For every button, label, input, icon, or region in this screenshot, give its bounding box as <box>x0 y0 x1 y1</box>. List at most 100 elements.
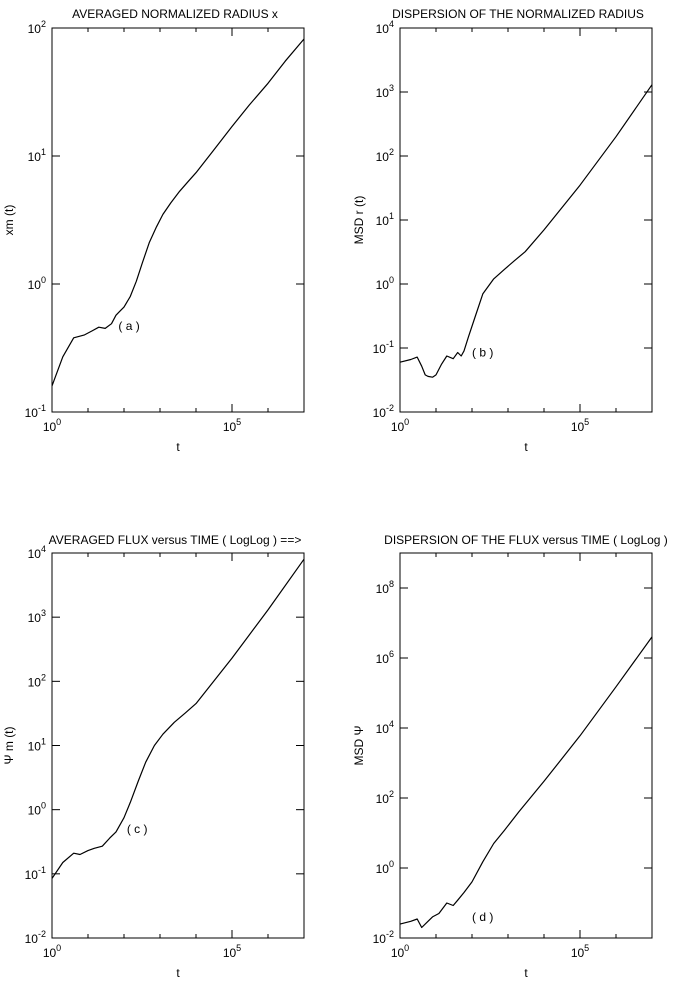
x-tick-exponent: 0 <box>56 417 61 427</box>
tick-base: 10 <box>223 420 237 434</box>
x-tick-exponent: 5 <box>236 943 241 953</box>
tick-base: 10 <box>391 420 405 434</box>
x-tick-label: 100 <box>43 943 61 960</box>
y-tick-exponent: -2 <box>38 929 46 939</box>
y-tick-exponent: -2 <box>386 929 394 939</box>
plot-frame <box>399 27 653 413</box>
y-tick-label: 106 <box>376 649 394 666</box>
tick-base: 10 <box>25 406 39 420</box>
tick-base: 10 <box>28 611 42 625</box>
chart-panel-2: DISPERSION OF THE NORMALIZED RADIUS t MSD … <box>352 7 653 454</box>
y-tick-label: 10-2 <box>25 929 46 946</box>
chart-panel-3: AVERAGED FLUX versus TIME ( LogLog ) ==>… <box>2 533 305 980</box>
x-axis-label: t <box>524 440 528 454</box>
chart-panel-4: DISPERSION OF THE FLUX versus TIME ( Log… <box>352 533 668 980</box>
y-tick-exponent: 3 <box>389 83 394 93</box>
y-tick-label: 10-1 <box>25 865 46 882</box>
y-tick-label: 103 <box>376 83 394 100</box>
x-axis-label: t <box>176 966 180 980</box>
y-tick-label: 102 <box>28 19 46 36</box>
tick-base: 10 <box>28 675 42 689</box>
y-tick-exponent: 4 <box>41 544 46 554</box>
y-tick-label: 104 <box>28 544 46 561</box>
x-tick-label: 105 <box>571 417 589 434</box>
x-tick-label: 105 <box>223 417 241 434</box>
y-axis-label: MSD Ψ <box>352 725 366 765</box>
x-tick-exponent: 5 <box>584 417 589 427</box>
y-axis-label: xm (t) <box>2 205 16 236</box>
x-tick-label: 105 <box>571 943 589 960</box>
y-tick-label: 100 <box>376 275 394 292</box>
x-axis-label: t <box>524 966 528 980</box>
x-tick-exponent: 0 <box>404 417 409 427</box>
series-line-1 <box>399 636 653 929</box>
y-tick-exponent: 0 <box>389 275 394 285</box>
tick-base: 10 <box>376 792 390 806</box>
y-tick-label: 102 <box>376 789 394 806</box>
y-tick-exponent: -1 <box>38 865 46 875</box>
series-line-1 <box>51 558 305 879</box>
y-tick-label: 10-1 <box>373 339 394 356</box>
y-tick-exponent: 4 <box>389 19 394 29</box>
x-tick-exponent: 5 <box>584 943 589 953</box>
y-axis-label: MSD r (t) <box>352 196 366 245</box>
y-tick-exponent: 2 <box>389 789 394 799</box>
y-tick-label: 101 <box>28 737 46 754</box>
tick-base: 10 <box>223 946 237 960</box>
y-tick-exponent: 3 <box>41 608 46 618</box>
tick-base: 10 <box>28 278 42 292</box>
y-tick-label: 10-2 <box>373 403 394 420</box>
tick-base: 10 <box>376 722 390 736</box>
tick-base: 10 <box>391 946 405 960</box>
tick-base: 10 <box>571 946 585 960</box>
chart-title: DISPERSION OF THE NORMALIZED RADIUS <box>392 7 644 21</box>
x-tick-label: 100 <box>391 943 409 960</box>
y-tick-label: 102 <box>28 672 46 689</box>
x-axis-label: t <box>176 440 180 454</box>
series-line-1 <box>51 38 305 387</box>
tick-base: 10 <box>373 932 387 946</box>
panel-annotation: ( d ) <box>472 910 493 924</box>
plot-frame <box>399 552 653 939</box>
y-tick-exponent: -1 <box>386 339 394 349</box>
y-tick-exponent: 0 <box>41 275 46 285</box>
chart-title: AVERAGED FLUX versus TIME ( LogLog ) ==> <box>49 533 302 547</box>
tick-base: 10 <box>28 22 42 36</box>
panel-annotation: ( b ) <box>472 346 493 360</box>
tick-base: 10 <box>376 278 390 292</box>
y-tick-exponent: 1 <box>389 211 394 221</box>
x-tick-label: 100 <box>391 417 409 434</box>
x-tick-exponent: 0 <box>404 943 409 953</box>
y-tick-label: 10-1 <box>25 403 46 420</box>
plot-frame <box>51 552 305 939</box>
y-tick-label: 103 <box>28 608 46 625</box>
plot-frame <box>51 27 305 413</box>
tick-base: 10 <box>376 214 390 228</box>
tick-base: 10 <box>376 652 390 666</box>
x-tick-exponent: 5 <box>236 417 241 427</box>
y-tick-label: 108 <box>376 579 394 596</box>
y-tick-exponent: -2 <box>386 403 394 413</box>
y-tick-exponent: 4 <box>389 719 394 729</box>
tick-base: 10 <box>28 804 42 818</box>
y-tick-exponent: 1 <box>41 737 46 747</box>
x-tick-label: 105 <box>223 943 241 960</box>
y-tick-exponent: -1 <box>38 403 46 413</box>
panel-annotation: ( c ) <box>127 822 148 836</box>
y-tick-label: 100 <box>376 859 394 876</box>
y-tick-label: 102 <box>376 147 394 164</box>
chart-title: DISPERSION OF THE FLUX versus TIME ( Log… <box>384 533 668 547</box>
y-tick-label: 100 <box>28 801 46 818</box>
y-tick-label: 101 <box>376 211 394 228</box>
tick-base: 10 <box>43 420 57 434</box>
tick-base: 10 <box>376 22 390 36</box>
y-tick-label: 100 <box>28 275 46 292</box>
tick-base: 10 <box>28 150 42 164</box>
tick-base: 10 <box>43 946 57 960</box>
series-line-1 <box>399 84 653 378</box>
y-tick-exponent: 2 <box>389 147 394 157</box>
x-tick-exponent: 0 <box>56 943 61 953</box>
y-tick-label: 10-2 <box>373 929 394 946</box>
chart-title: AVERAGED NORMALIZED RADIUS x <box>72 7 278 21</box>
